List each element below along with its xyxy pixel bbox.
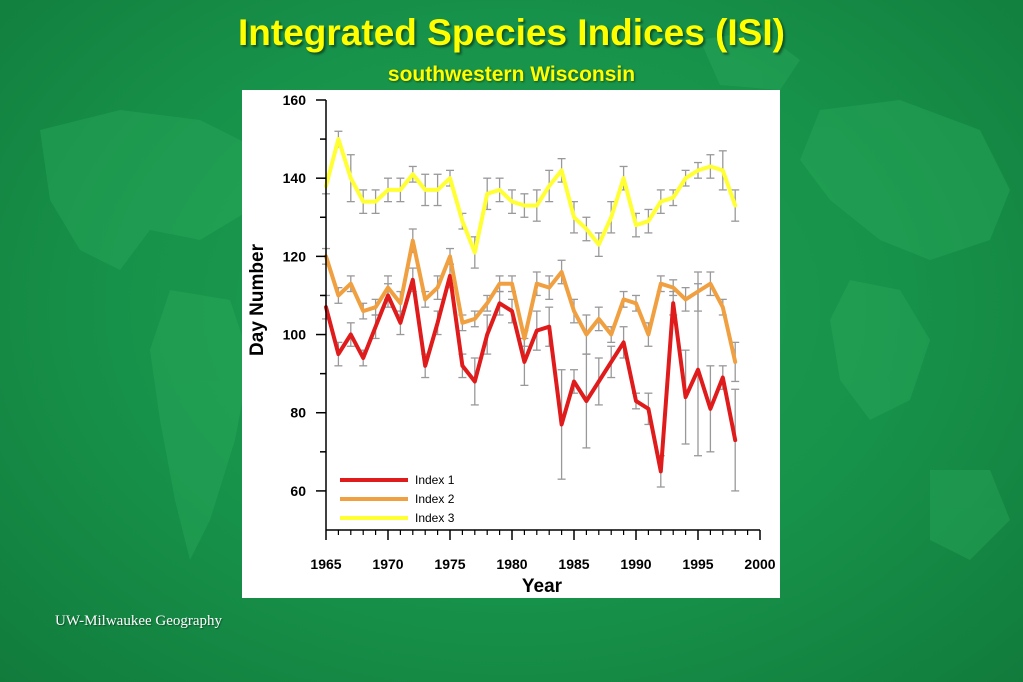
chart-panel: 60 80 100 120 140 160 1965 1970 1975 1980 1985 1990… — [242, 90, 780, 598]
x-tick-label: 2000 — [744, 556, 775, 572]
x-axis-label: Year — [522, 576, 563, 597]
x-tick-label: 1975 — [434, 556, 465, 572]
isi-line-chart: 60 80 100 120 140 160 1965 1970 1975 1980 1985 1990… — [247, 92, 776, 597]
x-tick-label: 1970 — [372, 556, 403, 572]
footer-credit: UW-Milwaukee Geography — [55, 613, 223, 629]
x-tick-label: 1965 — [310, 556, 341, 572]
series-line-1 — [324, 273, 738, 474]
series-line-2 — [324, 238, 738, 364]
series-line-3 — [324, 137, 738, 255]
y-tick-label: 140 — [283, 170, 307, 186]
legend-item: Index 1 — [340, 473, 455, 487]
x-tick-label: 1980 — [496, 556, 527, 572]
y-tick-label: 60 — [290, 483, 306, 499]
legend-label: Index 1 — [415, 473, 455, 487]
x-tick-label: 1990 — [620, 556, 651, 572]
slide-title: Integrated Species Indices (ISI) — [238, 12, 785, 53]
slide-subtitle: southwestern Wisconsin — [387, 63, 636, 86]
y-tick-label: 100 — [283, 327, 307, 343]
legend-item: Index 3 — [340, 511, 455, 525]
x-tick-label: 1995 — [682, 556, 713, 572]
legend-label: Index 2 — [415, 492, 455, 506]
legend-label: Index 3 — [415, 511, 455, 525]
legend-item: Index 2 — [340, 492, 455, 506]
y-axis-label: Day Number — [247, 243, 268, 356]
y-tick-label: 80 — [290, 405, 306, 421]
y-tick-label: 160 — [283, 92, 307, 108]
x-tick-label: 1985 — [558, 556, 589, 572]
y-tick-label: 120 — [283, 248, 307, 264]
